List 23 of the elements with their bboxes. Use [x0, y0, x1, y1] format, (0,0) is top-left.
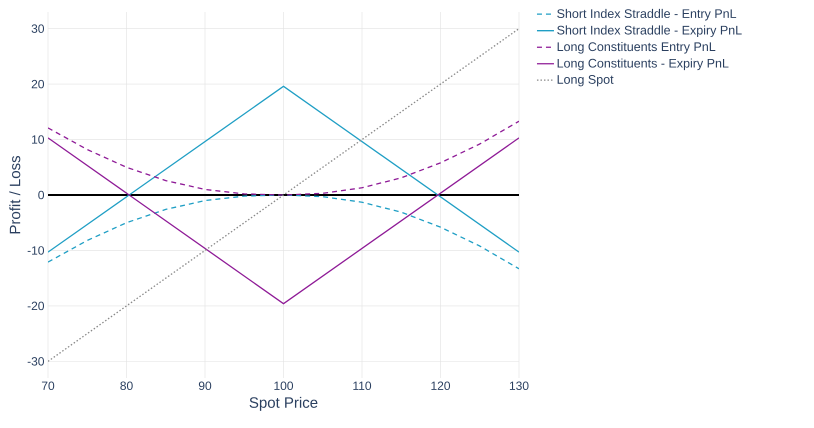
y-tick-label: 10: [32, 135, 44, 144]
legend-label: Short Index Straddle - Entry PnL: [557, 8, 736, 21]
line-series: [48, 194, 519, 270]
line-series: [48, 120, 519, 196]
y-axis-title: Profit / Loss: [9, 156, 20, 234]
legend-label: Short Index Straddle - Expiry PnL: [557, 25, 742, 38]
x-tick-label: 120: [431, 382, 450, 390]
x-tick-label: 110: [353, 382, 372, 390]
y-tick-label: 0: [38, 190, 44, 200]
legend-label: Long Spot: [558, 75, 614, 86]
y-tick-label: -30: [28, 357, 44, 366]
x-tick-label: 80: [120, 382, 133, 390]
x-tick-label: 100: [274, 382, 294, 390]
x-tick-label: 90: [198, 382, 212, 390]
legend-label: Long Constituents - Expiry PnL: [558, 58, 728, 70]
x-tick-label: 70: [42, 382, 54, 390]
x-axis-title: Spot Price: [250, 396, 318, 411]
y-tick-label: 30: [32, 24, 44, 33]
x-tick-label: 130: [510, 382, 529, 390]
y-tick-label: -20: [28, 302, 44, 310]
y-tick-label: 20: [32, 80, 44, 88]
legend-label: Long Constituents Entry PnL: [558, 42, 716, 54]
y-tick-label: -10: [28, 246, 44, 255]
